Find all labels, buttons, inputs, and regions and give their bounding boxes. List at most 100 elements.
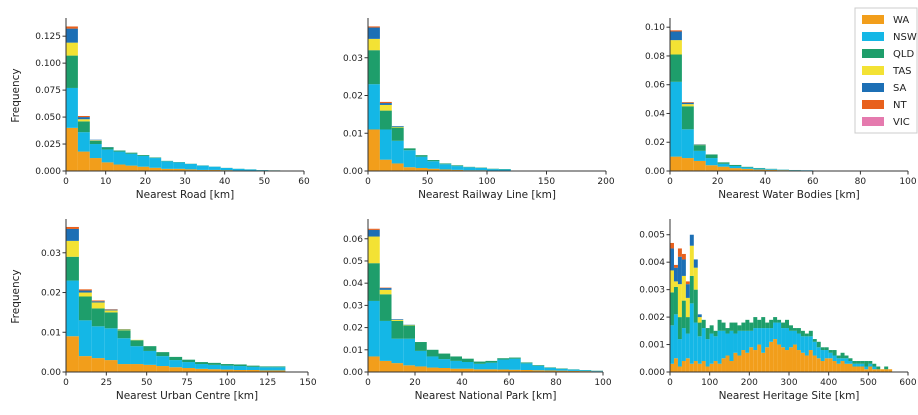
x-tick-label: 600 <box>899 378 916 388</box>
bar-nearest-heritage-site-km-nsw-bin-15 <box>730 331 734 361</box>
x-tick-label: 125 <box>259 378 276 388</box>
bar-nearest-railway-line-km-nsw-bin-6 <box>439 164 451 169</box>
bar-nearest-heritage-site-km-nsw-bin-2 <box>678 339 682 366</box>
bar-nearest-heritage-site-km-wa-bin-27 <box>777 345 781 372</box>
bar-nearest-heritage-site-km-qld-bin-9 <box>706 328 710 339</box>
x-tick-label: 100 <box>899 177 916 187</box>
bar-nearest-heritage-site-km-nsw-bin-27 <box>777 323 781 345</box>
y-tick-label: 0.02 <box>41 289 61 299</box>
bar-nearest-national-park-km-wa-bin-2 <box>392 363 404 372</box>
bar-nearest-heritage-site-km-wa-bin-20 <box>749 347 753 372</box>
bar-nearest-heritage-site-km-nsw-bin-3 <box>682 328 686 361</box>
x-axis-label-nearest-railway-line-km: Nearest Railway Line [km] <box>418 189 556 201</box>
bar-nearest-heritage-site-km-nsw-bin-5 <box>690 303 694 363</box>
bar-nearest-water-bodies-km-nsw-bin-8 <box>765 169 777 170</box>
bar-nearest-heritage-site-km-wa-bin-31 <box>793 345 797 372</box>
bar-nearest-railway-line-km-nsw-bin-5 <box>428 161 440 169</box>
bar-nearest-heritage-site-km-nsw-bin-24 <box>765 328 769 347</box>
bar-nearest-national-park-km-nsw-bin-4 <box>415 351 427 367</box>
bar-nearest-heritage-site-km-nsw-bin-48 <box>860 364 864 367</box>
bar-nearest-heritage-site-km-wa-bin-30 <box>789 347 793 372</box>
x-tick-label: 100 <box>701 378 718 388</box>
bar-nearest-water-bodies-km-wa-bin-0 <box>670 157 682 171</box>
bar-nearest-heritage-site-km-nt-bin-0 <box>670 243 674 248</box>
bar-nearest-heritage-site-km-nsw-bin-35 <box>809 336 813 350</box>
x-tick-label: 40 <box>456 378 468 388</box>
bar-nearest-road-km-nsw-bin-6 <box>137 156 149 167</box>
legend-label-wa: WA <box>893 15 909 26</box>
bar-nearest-heritage-site-km-nsw-bin-21 <box>753 328 757 350</box>
bar-nearest-heritage-site-km-qld-bin-34 <box>805 334 809 337</box>
bar-nearest-heritage-site-km-qld-bin-44 <box>845 356 849 359</box>
bar-nearest-heritage-site-km-wa-bin-29 <box>785 350 789 372</box>
bar-nearest-heritage-site-km-nsw-bin-36 <box>813 342 817 356</box>
bar-nearest-railway-line-km-sa-bin-1 <box>380 103 392 105</box>
bar-nearest-urban-centre-km-wa-bin-4 <box>118 364 131 372</box>
y-tick-label: 0.001 <box>639 341 665 351</box>
bar-nearest-water-bodies-km-qld-bin-5 <box>730 165 742 166</box>
y-tick-label: 0.02 <box>343 92 363 102</box>
bar-nearest-heritage-site-km-wa-bin-7 <box>698 364 702 372</box>
bar-nearest-national-park-km-qld-bin-13 <box>521 362 533 363</box>
bar-nearest-road-km-nsw-bin-7 <box>149 158 161 168</box>
bar-nearest-water-bodies-km-nsw-bin-5 <box>730 166 742 168</box>
bar-nearest-heritage-site-km-nsw-bin-51 <box>872 367 876 370</box>
x-tick-label: 50 <box>141 378 153 388</box>
bar-nearest-national-park-km-nsw-bin-16 <box>556 369 568 371</box>
x-tick-label: 20 <box>409 378 421 388</box>
bar-nearest-urban-centre-km-nsw-bin-8 <box>169 360 182 367</box>
bar-nearest-urban-centre-km-nsw-bin-16 <box>273 367 286 370</box>
bar-nearest-heritage-site-km-nsw-bin-47 <box>856 364 860 367</box>
bar-nearest-national-park-km-wa-bin-6 <box>439 368 451 372</box>
bar-nearest-heritage-site-km-qld-bin-31 <box>793 328 797 331</box>
bar-nearest-road-km-qld-bin-0 <box>66 56 78 88</box>
bars-nearest-water-bodies-km <box>670 30 837 171</box>
bar-nearest-national-park-km-nsw-bin-2 <box>392 339 404 363</box>
bar-nearest-heritage-site-km-wa-bin-10 <box>710 364 714 372</box>
bar-nearest-railway-line-km-qld-bin-5 <box>428 160 440 161</box>
bar-nearest-urban-centre-km-qld-bin-15 <box>260 366 273 367</box>
bar-nearest-road-km-sa-bin-0 <box>66 29 78 43</box>
x-tick-label: 20 <box>140 177 152 187</box>
x-tick-label: 300 <box>780 378 797 388</box>
bar-nearest-water-bodies-km-qld-bin-4 <box>718 162 730 163</box>
bar-nearest-urban-centre-km-qld-bin-16 <box>273 366 286 367</box>
x-tick-label: 40 <box>219 177 231 187</box>
bar-nearest-heritage-site-km-qld-bin-16 <box>733 323 737 334</box>
bar-nearest-water-bodies-km-wa-bin-3 <box>706 165 718 171</box>
bar-nearest-national-park-km-nsw-bin-7 <box>450 361 462 369</box>
bar-nearest-water-bodies-km-nsw-bin-7 <box>753 168 765 169</box>
x-tick-label: 200 <box>741 378 758 388</box>
y-tick-label: 0.100 <box>35 59 61 69</box>
bar-nearest-urban-centre-km-tas-bin-3 <box>105 310 118 312</box>
bar-nearest-heritage-site-km-nsw-bin-43 <box>841 358 845 361</box>
x-axis-label-nearest-water-bodies-km: Nearest Water Bodies [km] <box>718 189 860 201</box>
bar-nearest-heritage-site-km-qld-bin-7 <box>698 323 702 337</box>
bar-nearest-heritage-site-km-wa-bin-38 <box>821 361 825 372</box>
bar-nearest-heritage-site-km-qld-bin-11 <box>714 331 718 336</box>
bar-nearest-road-km-nsw-bin-4 <box>114 152 126 165</box>
bar-nearest-urban-centre-km-nsw-bin-9 <box>182 362 195 368</box>
bar-nearest-national-park-km-qld-bin-8 <box>462 359 474 362</box>
bar-nearest-national-park-km-wa-bin-0 <box>368 356 380 372</box>
bar-nearest-national-park-km-qld-bin-4 <box>415 342 427 351</box>
legend-label-tas: TAS <box>892 66 912 77</box>
bar-nearest-heritage-site-km-wa-bin-13 <box>722 358 726 372</box>
legend-swatch-nsw <box>862 32 884 41</box>
bar-nearest-heritage-site-km-nsw-bin-39 <box>825 350 829 358</box>
bar-nearest-heritage-site-km-tas-bin-0 <box>670 270 674 292</box>
bar-nearest-urban-centre-km-nsw-bin-2 <box>92 326 105 358</box>
bar-nearest-heritage-site-km-nsw-bin-45 <box>849 361 853 364</box>
x-tick-label: 25 <box>101 378 112 388</box>
bar-nearest-heritage-site-km-qld-bin-3 <box>682 301 686 328</box>
bar-nearest-road-km-nsw-bin-3 <box>102 149 114 162</box>
bar-nearest-road-km-nsw-bin-15 <box>245 169 257 170</box>
bar-nearest-railway-line-km-tas-bin-0 <box>368 39 380 50</box>
bar-nearest-heritage-site-km-wa-bin-45 <box>849 364 853 372</box>
x-tick-label: 75 <box>181 378 192 388</box>
x-axis-label-nearest-urban-centre-km: Nearest Urban Centre [km] <box>116 390 258 402</box>
y-tick-label: 0.000 <box>35 167 61 177</box>
x-tick-label: 0 <box>63 177 69 187</box>
